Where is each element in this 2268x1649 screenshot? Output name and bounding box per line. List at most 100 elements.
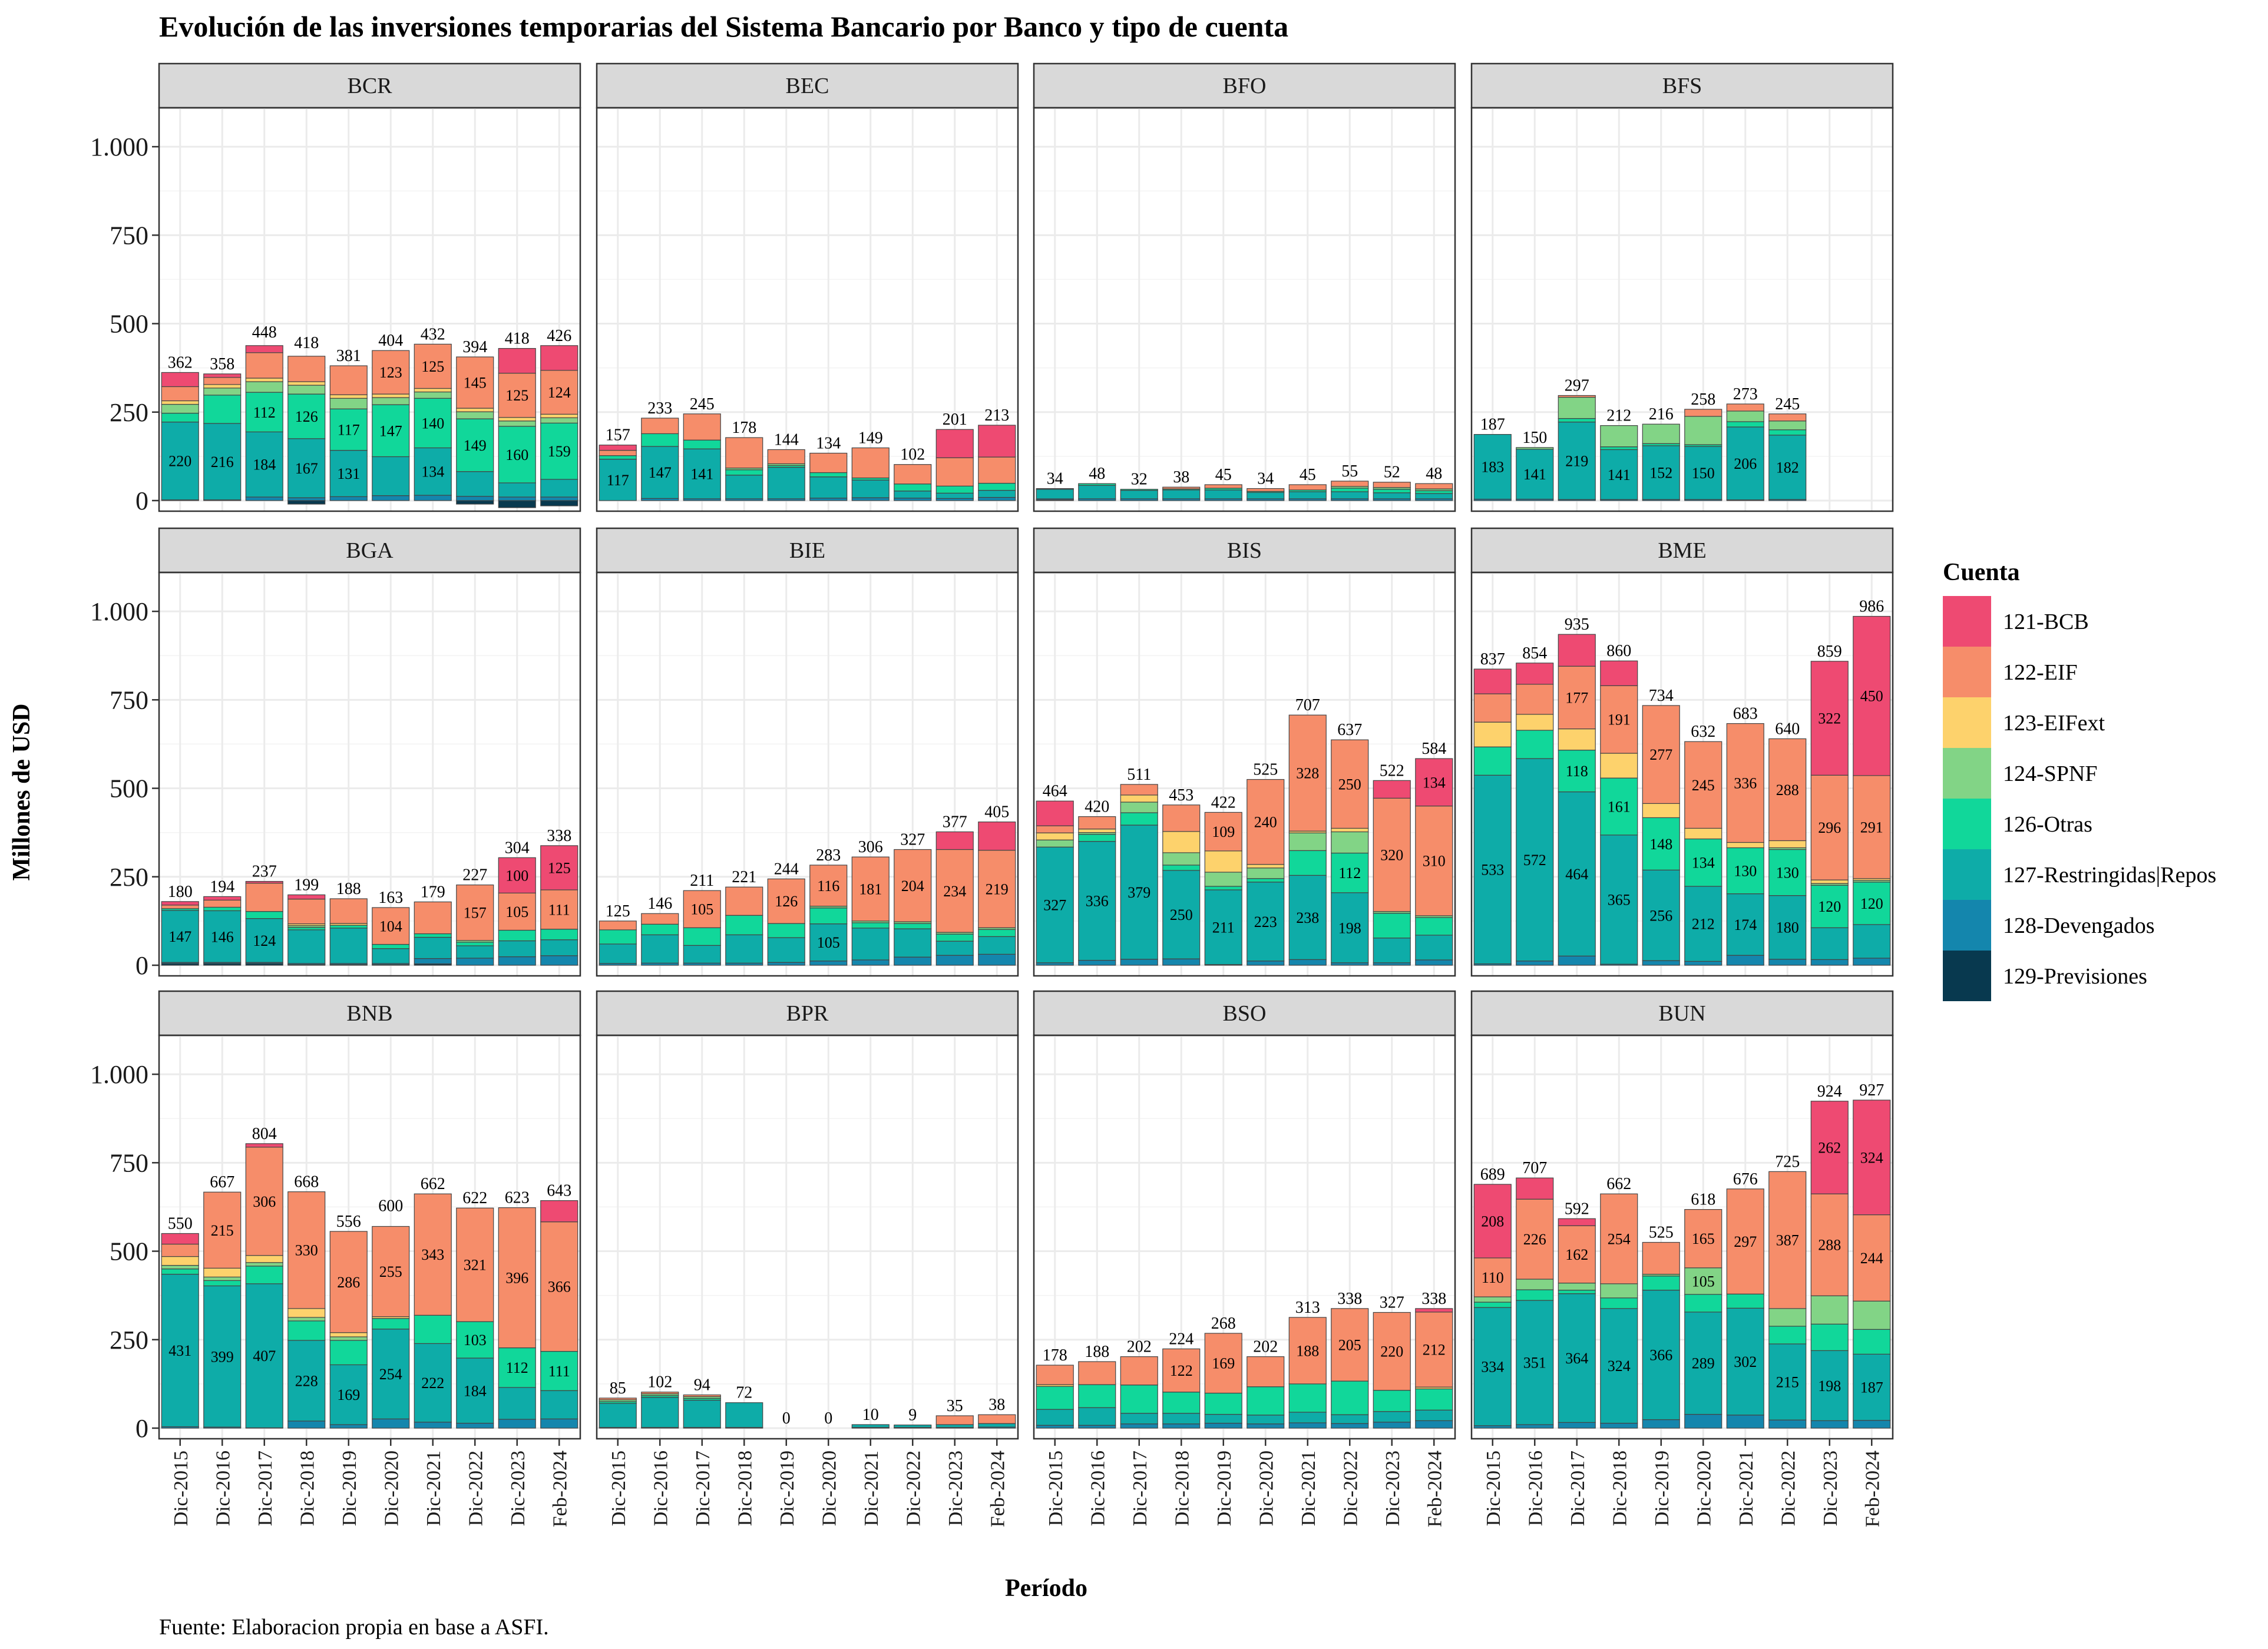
bar-segment-123: [1768, 840, 1807, 849]
segment-value-label: 244: [1860, 1250, 1883, 1267]
bar-segment-122: [599, 450, 637, 456]
total-value-label: 194: [210, 878, 234, 896]
segment-value-label: 105: [505, 903, 528, 920]
total-value-label: 377: [943, 813, 967, 831]
bar-segment-122: [1768, 1171, 1807, 1309]
total-value-label: 662: [1606, 1175, 1631, 1193]
bar-segment-128: [372, 495, 410, 501]
segment-value-label: 286: [337, 1274, 360, 1291]
facet-strip: [158, 527, 581, 574]
segment-value-label: 111: [548, 1363, 570, 1380]
bar-segment-126: [161, 1268, 199, 1275]
bar-segment-126: [1810, 885, 1849, 928]
x-tick-label: Dic-2019: [776, 1451, 798, 1526]
segment-value-label: 364: [1565, 1350, 1588, 1367]
segment-value-label: 141: [690, 466, 713, 483]
bar-segment-127: [372, 456, 410, 496]
x-tick-label: Dic-2022: [1777, 1451, 1799, 1526]
bar-segment-126: [1162, 865, 1201, 871]
bar-segment-122: [245, 882, 283, 912]
x-tick-label: Dic-2020: [818, 1451, 840, 1526]
bar-segment-126: [540, 1350, 578, 1391]
bar-segment-122: [1120, 784, 1158, 796]
bar-segment-126: [809, 908, 848, 925]
total-value-label: 94: [694, 1376, 710, 1394]
total-value-label: 464: [1043, 782, 1067, 800]
segment-value-label: 140: [421, 415, 444, 432]
segment-value-label: 324: [1608, 1357, 1631, 1375]
total-value-label: 52: [1384, 463, 1400, 482]
facet-strip-label: BIE: [789, 538, 825, 563]
segment-value-label: 134: [1423, 774, 1446, 791]
segment-value-label: 112: [253, 404, 276, 421]
bar-segment-124: [1853, 1300, 1891, 1330]
bar-segment-128: [414, 1422, 452, 1429]
bar-segment-127: [1642, 1290, 1680, 1420]
bar-segment-126: [641, 433, 679, 447]
bar-segment-127: [456, 1357, 494, 1424]
bar-segment-127: [1288, 491, 1327, 499]
y-tick-label: 500: [110, 310, 148, 339]
bar-segment-121: [1810, 661, 1849, 776]
bar-segment-124: [1768, 420, 1807, 431]
facet-strip: [158, 990, 581, 1037]
bar-segment-124: [456, 411, 494, 419]
bar-segment-127: [1600, 835, 1638, 965]
bar-segment-126: [1331, 1380, 1369, 1415]
segment-value-label: 191: [1608, 711, 1631, 729]
bar-segment-121: [1558, 634, 1596, 667]
bar-segment-127: [683, 945, 721, 963]
bar-segment-126: [1853, 882, 1891, 925]
total-value-label: 600: [378, 1197, 403, 1215]
total-value-label: 0: [824, 1409, 832, 1428]
bar-segment-126: [540, 929, 578, 941]
facet-panel-bun: BUN 334 110 208 689 351 226 707 364 162 592 324 254 6…: [1470, 990, 1894, 1527]
bar-segment-122: [203, 377, 242, 385]
bar-segment-126: [203, 906, 242, 912]
bar-segment-126: [372, 1318, 410, 1330]
bar-segment-124: [1516, 1279, 1554, 1290]
bar-segment-122: [498, 1207, 536, 1349]
total-value-label: 394: [462, 338, 487, 356]
bar-segment-127: [641, 1397, 679, 1428]
bar-segment-122: [1558, 395, 1596, 398]
segment-value-label: 306: [253, 1193, 276, 1210]
total-value-label: 707: [1295, 696, 1320, 714]
bar-segment-127: [1768, 895, 1807, 960]
segment-value-label: 125: [548, 859, 571, 876]
bar-segment-127: [851, 1424, 890, 1428]
segment-value-label: 117: [338, 421, 360, 438]
bar-segment-128: [1810, 959, 1849, 966]
bar-segment-128: [1162, 958, 1201, 966]
bar-segment-126: [641, 923, 679, 935]
bar-segment-126: [1373, 913, 1411, 939]
bar-segment-121: [1473, 668, 1512, 694]
segment-value-label: 254: [1608, 1231, 1631, 1248]
bar-segment-122: [245, 1147, 283, 1256]
bar-segment-122: [1331, 481, 1369, 487]
total-value-label: 592: [1565, 1200, 1589, 1218]
bar-segment-127: [851, 479, 890, 498]
bar-segment-126: [725, 469, 763, 476]
total-value-label: 924: [1817, 1082, 1842, 1101]
total-value-label: 420: [1085, 798, 1109, 816]
bar-segment-121: [1473, 1184, 1512, 1259]
panel-border: [158, 1034, 581, 1440]
bar-segment-128: [978, 496, 1016, 501]
bar-segment-129: [498, 500, 536, 508]
segment-value-label: 464: [1565, 866, 1588, 883]
bar-segment-126: [1726, 421, 1764, 428]
segment-value-label: 226: [1523, 1231, 1546, 1248]
facet-strip-label: BFS: [1662, 74, 1702, 98]
bar-segment-126: [414, 1314, 452, 1344]
total-value-label: 511: [1127, 766, 1151, 784]
total-value-label: 935: [1565, 615, 1589, 634]
segment-value-label: 148: [1649, 836, 1672, 853]
bar-segment-121: [1415, 1308, 1453, 1313]
segment-value-label: 212: [1692, 916, 1715, 933]
bar-segment-128: [1078, 1425, 1116, 1429]
segment-value-label: 147: [168, 928, 191, 945]
segment-value-label: 240: [1254, 814, 1277, 831]
bar-segment-122: [329, 365, 368, 395]
legend-key-126: [1943, 799, 1991, 849]
